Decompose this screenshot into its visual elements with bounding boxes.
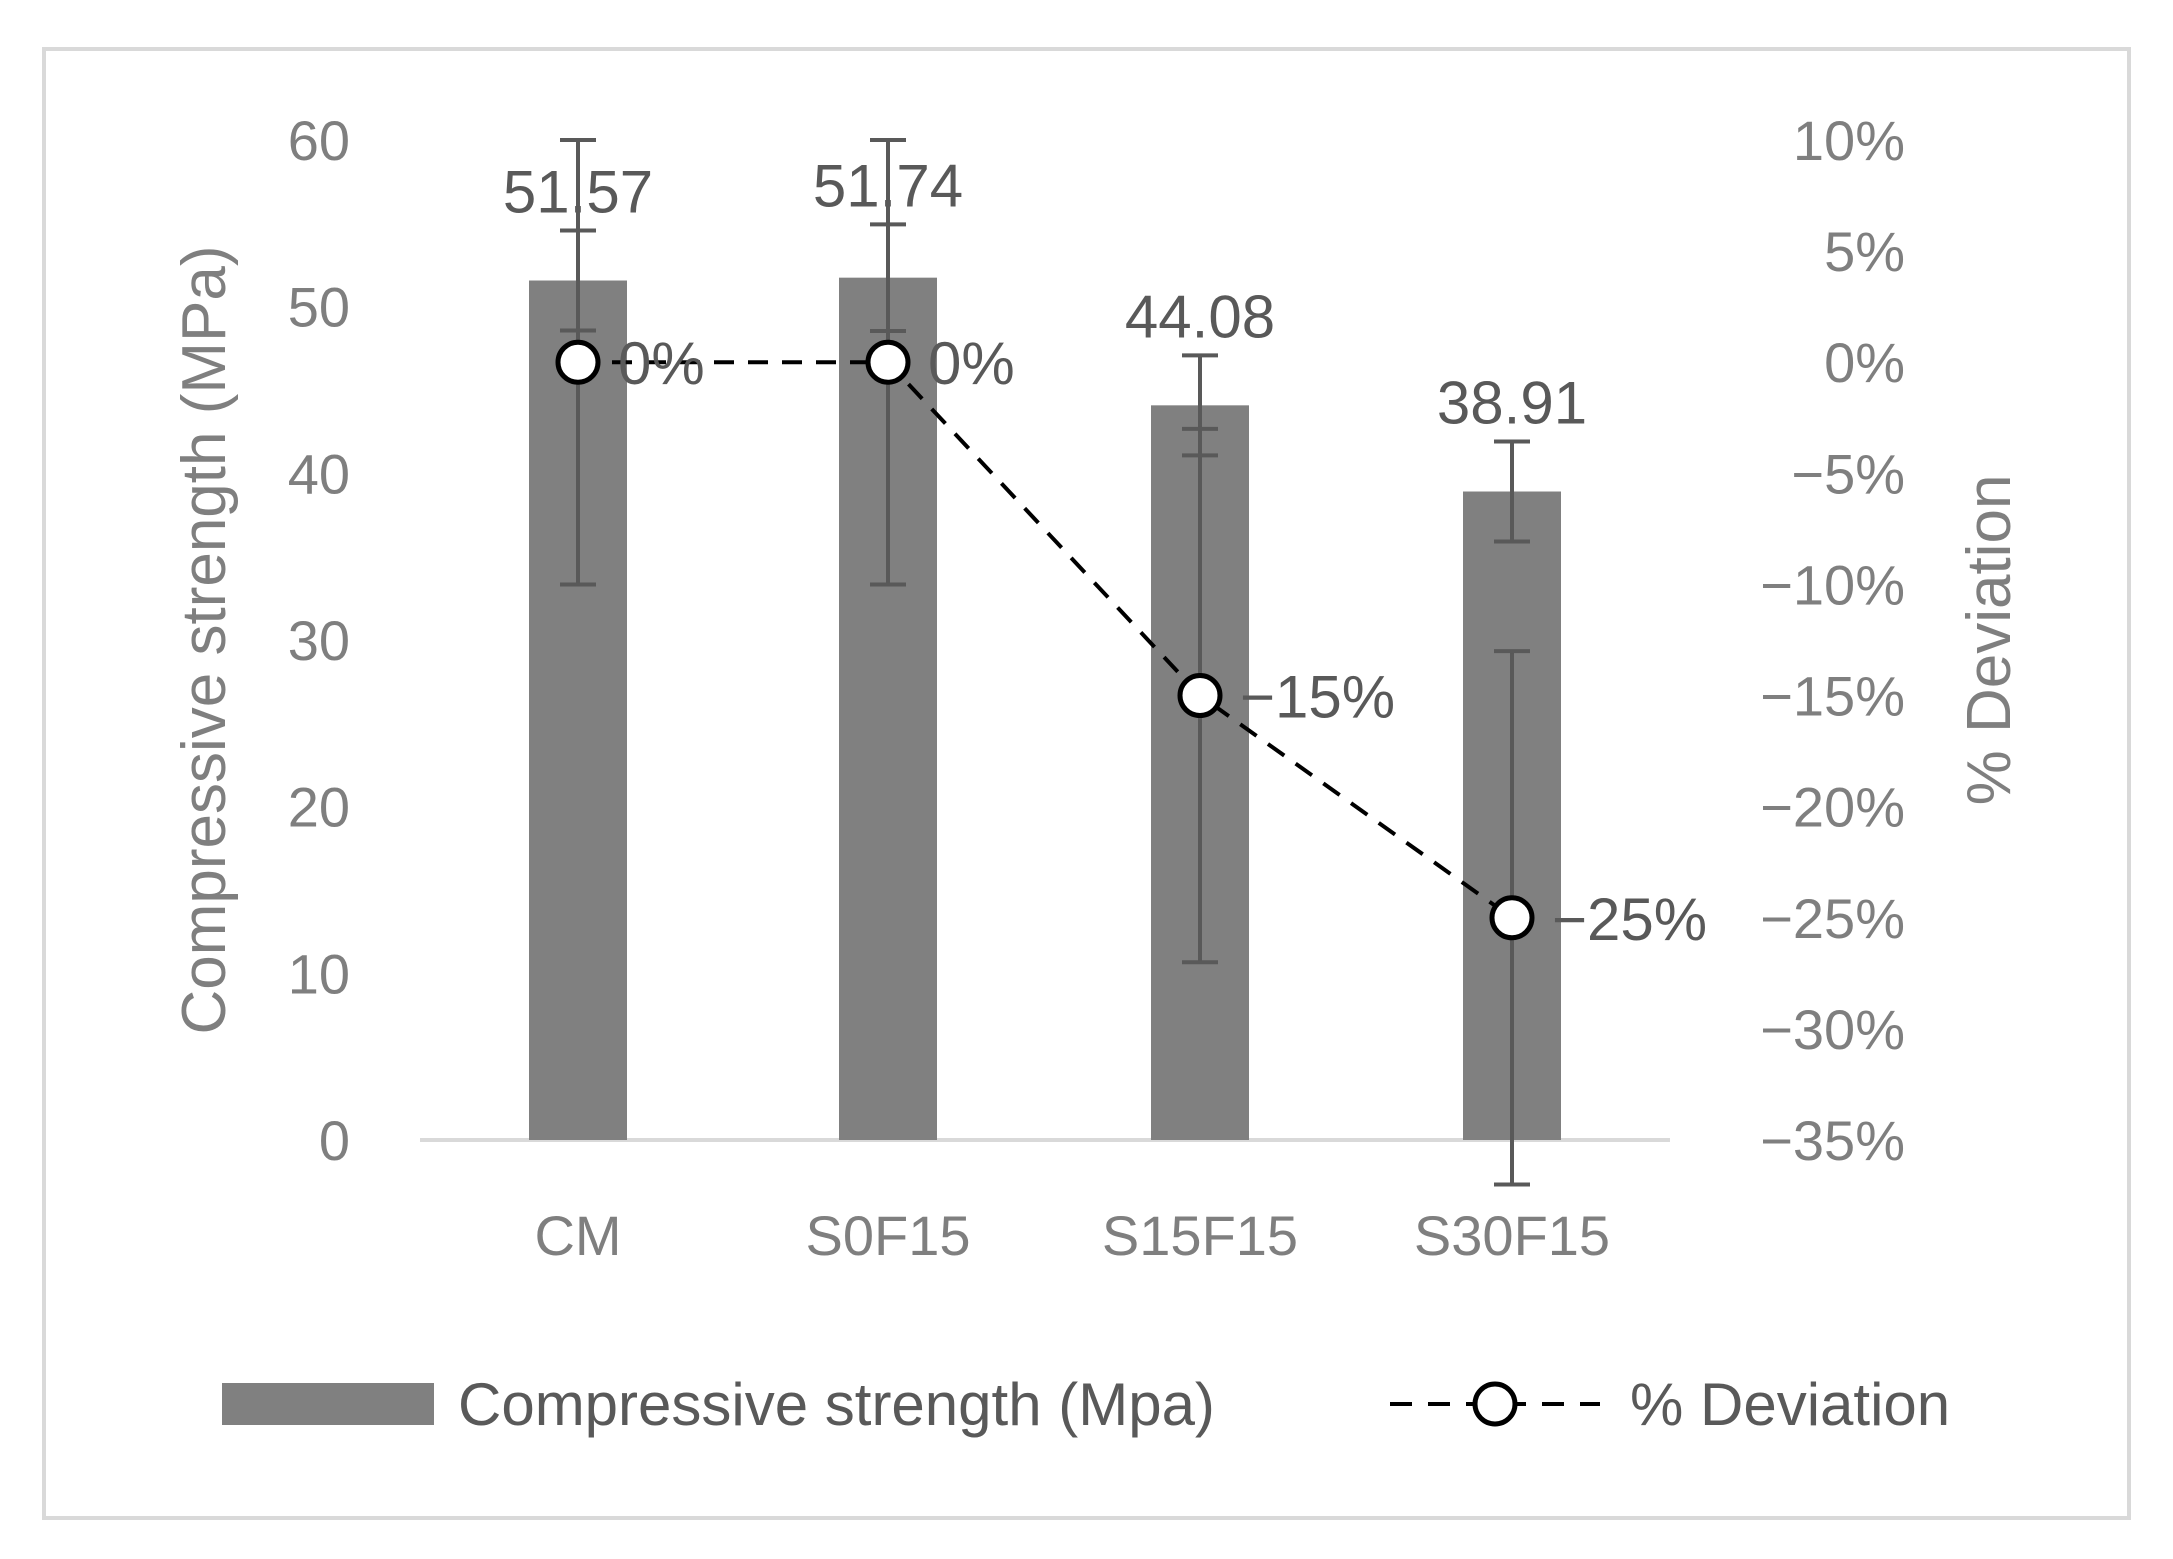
deviation-marker [555, 339, 601, 385]
y2-tick-label: 5% [1824, 220, 1905, 283]
deviation-value-label: −25% [1552, 886, 1707, 953]
deviation-value-label: 0% [928, 330, 1015, 397]
y-tick-label: 60 [288, 109, 350, 172]
y2-tick-label: −25% [1760, 887, 1905, 950]
y2-tick-label: −30% [1760, 998, 1905, 1061]
y2-tick-label: −10% [1760, 553, 1905, 616]
legend: Compressive strength (Mpa) % Deviation [222, 1371, 1950, 1438]
legend-bar-label: Compressive strength (Mpa) [458, 1371, 1215, 1438]
chart-frame [42, 47, 2131, 1520]
deviation-line [578, 360, 1514, 920]
y-tick-label: 50 [288, 276, 350, 339]
x-tick-label: S15F15 [1102, 1204, 1298, 1267]
deviation-marker [1489, 895, 1535, 941]
y-tick-label: 30 [288, 609, 350, 672]
bar-value-label: 51.74 [813, 152, 963, 219]
y-tick-label: 10 [288, 942, 350, 1005]
y2-tick-label: −15% [1760, 665, 1905, 728]
y2-tick-label: −35% [1760, 1109, 1905, 1172]
deviation-marker [865, 339, 911, 385]
y2-tick-label: −5% [1791, 442, 1905, 505]
y-tick-label: 40 [288, 442, 350, 505]
bar-value-label: 44.08 [1125, 283, 1275, 350]
deviation-value-label: 0% [618, 330, 705, 397]
bar-value-label: 38.91 [1437, 370, 1587, 437]
y2-tick-label: 10% [1793, 109, 1905, 172]
legend-line-label: % Deviation [1630, 1371, 1950, 1438]
x-tick-label: S0F15 [806, 1204, 971, 1267]
y2-tick-label: 0% [1824, 331, 1905, 394]
bar-value-label: 51.57 [503, 159, 653, 226]
y-axis-title: Compressive strength (MPa) [170, 245, 239, 1034]
deviation-marker [1177, 673, 1223, 719]
y2-tick-label: −20% [1760, 776, 1905, 839]
legend-line-marker [1472, 1381, 1518, 1427]
y2-axis-title: % Deviation [1955, 475, 2024, 806]
y-tick-label: 0 [319, 1109, 350, 1172]
bar-error-bar [1494, 439, 1530, 544]
deviation-value-label: −15% [1240, 664, 1395, 731]
x-tick-label: CM [534, 1204, 621, 1267]
y-tick-label: 20 [288, 776, 350, 839]
legend-bar-swatch [222, 1383, 434, 1425]
x-tick-label: S30F15 [1414, 1204, 1610, 1267]
